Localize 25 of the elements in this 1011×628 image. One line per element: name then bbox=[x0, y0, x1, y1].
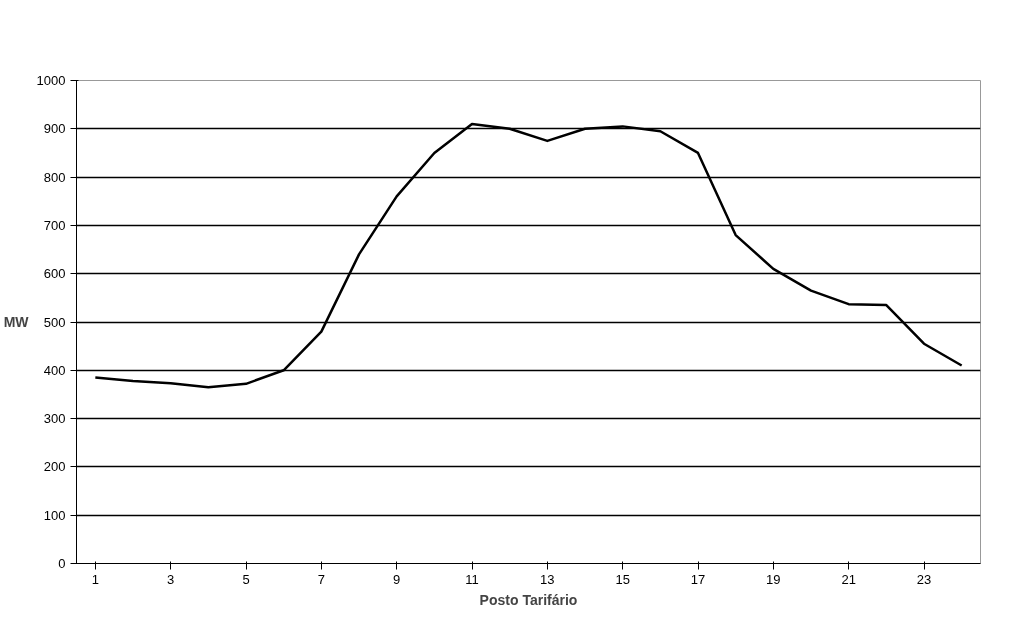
y-tick-label: 400 bbox=[43, 362, 66, 378]
y-tick-label: 700 bbox=[43, 217, 66, 233]
x-tick-label: 13 bbox=[540, 571, 555, 587]
x-tick-label: 3 bbox=[167, 571, 175, 587]
x-axis-title: Posto Tarifário bbox=[479, 591, 578, 608]
x-tick-label: 9 bbox=[393, 571, 401, 587]
y-axis-title: MW bbox=[3, 314, 30, 330]
y-tick-label: 200 bbox=[43, 459, 66, 475]
x-tick-label: 19 bbox=[766, 571, 781, 587]
y-tick-label: 500 bbox=[43, 314, 66, 330]
y-tick-label: 1000 bbox=[36, 73, 66, 88]
y-tick-label: 100 bbox=[43, 507, 66, 523]
x-tick-label: 7 bbox=[317, 571, 325, 587]
y-tick-label: 300 bbox=[43, 411, 66, 427]
y-tick-label: 600 bbox=[43, 266, 66, 282]
x-tick-label: 1 bbox=[91, 571, 99, 587]
y-tick-label: 0 bbox=[58, 556, 66, 571]
y-tick-label: 900 bbox=[43, 121, 66, 137]
y-tick-label: 800 bbox=[43, 169, 66, 185]
x-tick-label: 11 bbox=[465, 571, 479, 587]
x-tick-label: 5 bbox=[242, 571, 250, 587]
x-tick-label: 23 bbox=[916, 571, 932, 587]
x-tick-label: 21 bbox=[841, 571, 856, 587]
x-tick-label: 17 bbox=[690, 571, 706, 587]
x-tick-label: 15 bbox=[615, 571, 630, 587]
